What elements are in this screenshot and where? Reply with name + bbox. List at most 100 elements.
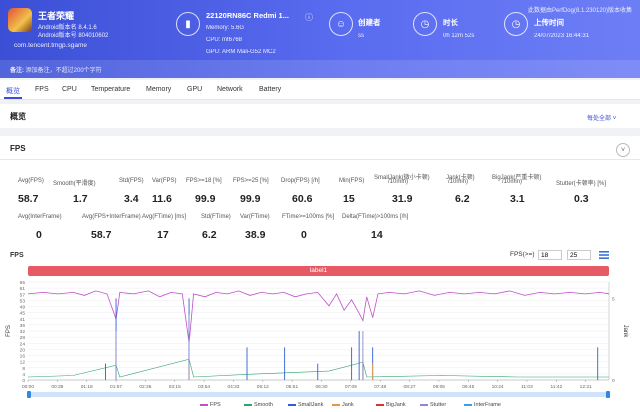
stat-label: Smooth(平滑度) [53,181,96,187]
tab-fps[interactable]: FPS [35,86,49,93]
x-tick-label: 04:33 [227,384,239,390]
legend-label: BigJank [386,402,406,408]
x-tick-label: 09:45 [462,384,474,390]
device-gpu: GPU: ARM Mali-G52 MC2 [206,49,276,55]
remark-label: 备注: [10,68,24,74]
y-tick-label: 53 [20,298,26,304]
upload-value: 24/07/2023 16:44:31 [534,33,590,39]
device-name: 22120RN86C Redmi 1... [206,11,289,20]
y2-tick-label: 5 [612,296,615,302]
y-tick-label: 4 [22,372,25,378]
fps-chart[interactable]: 0481216202428323641454953576165FPS05Jank… [0,276,640,391]
x-tick-label: 11:03 [521,384,533,390]
x-tick-label: 03:54 [198,384,210,390]
range-handle-left[interactable] [27,391,31,398]
x-tick-label: 02:36 [139,384,151,390]
label-bar[interactable]: label1 [28,266,609,276]
x-tick-label: 01:57 [110,384,122,390]
y-tick-label: 20 [20,347,26,353]
stat-value: 58.7 [18,193,39,205]
upload-title: 上传时间 [534,18,564,27]
stat-label: Std(FPS) [119,178,144,184]
x-tick-label: 00:39 [51,384,63,390]
legend-swatch [288,403,296,406]
tab-bar [0,80,640,100]
stat-label-unit: /10min) [502,179,523,185]
fps-panel-title: FPS [10,144,26,153]
tab-overview[interactable]: 概览 [6,88,20,95]
legend-label: Stutter [430,402,447,408]
remark-placeholder: 添加备注，不超过200个字符 [25,68,102,74]
legend-swatch [200,403,208,406]
duration-value: 0h 12m 52s [443,33,475,39]
remark[interactable]: 备注: 添加备注，不超过200个字符 [10,65,102,74]
stat-value: 6.2 [202,229,217,241]
x-tick-label: 06:30 [316,384,328,390]
y-tick-label: 16 [20,354,26,360]
stat-label: SmallJank(微小卡顿) [374,175,430,181]
stat-value: 99.9 [240,193,261,205]
fps-threshold-1-input[interactable] [538,250,562,260]
info-icon[interactable]: ⓘ [305,13,313,22]
creator-value: ss [358,33,364,39]
stat-label: Var(FPS) [152,178,177,184]
y-tick-label: 61 [20,286,26,292]
stat-value: 0.3 [574,193,589,205]
range-handle-right[interactable] [606,391,610,398]
y-tick-label: 45 [20,311,26,317]
android-version-code: Android版本号 804010602 [38,33,109,39]
release-note: 此数据由PerfDog(8.1.230120)版本收集 [527,8,632,14]
stat-value: 3.1 [510,193,525,205]
legend-item-stutter[interactable]: Stutter [420,402,446,408]
tab-temperature[interactable]: Temperature [91,86,131,93]
time-range-scrollbar[interactable] [28,392,609,397]
stat-value: 14 [371,229,383,241]
package-name: com.tencent.tmgp.sgame [14,42,87,49]
legend-label: Smooth [254,402,273,408]
fps-threshold-label: FPS(>=) [510,251,535,258]
legend-item-jank[interactable]: Jank [332,402,354,408]
chart-settings-icon[interactable] [599,251,609,259]
remark-bar[interactable] [0,60,640,78]
expand-all-button[interactable]: 每处全部 ˅ [587,113,616,122]
stat-value: 60.6 [292,193,313,205]
tab-battery[interactable]: Battery [259,86,282,93]
x-tick-label: 00:00 [22,384,34,390]
collapse-button[interactable]: ˅ [616,143,630,157]
legend-label: Jank [342,402,354,408]
duration-title: 时长 [443,18,458,27]
device-cpu: CPU: mt6768 [206,37,243,43]
phone-icon: ▮ [176,12,200,36]
x-tick-label: 10:24 [492,384,504,390]
legend-swatch [464,403,472,406]
legend-item-fps[interactable]: FPS [200,402,221,408]
stat-label-unit: /10min) [448,179,469,185]
stat-label: Std(FTime) [201,214,231,220]
divider [0,159,640,160]
tab-memory[interactable]: Memory [146,86,172,93]
stat-label: FTime>=100ms [%] [282,214,335,220]
stat-label: Avg(InterFrame) [18,214,62,220]
tab-gpu[interactable]: GPU [187,86,203,93]
stat-label: Avg(FPS) [18,178,44,184]
legend-item-smooth[interactable]: Smooth [244,402,273,408]
y2-tick-label: 0 [612,378,615,384]
y-tick-label: 36 [20,323,26,329]
x-tick-label: 12:21 [580,384,592,390]
overview-panel [0,104,640,128]
legend-item-bigjank[interactable]: BigJank [376,402,406,408]
stat-value: 11.6 [152,193,172,205]
tab-cpu[interactable]: CPU [62,86,77,93]
stat-label: Jank(卡顿) [446,175,475,181]
legend-label: FPS [210,402,221,408]
stat-label: FPS>=18 [%] [186,178,222,184]
stat-label: Min(FPS) [339,178,365,184]
fps-threshold-2-input[interactable] [567,250,591,260]
stat-value: 1.7 [73,193,88,205]
legend-item-interframe[interactable]: InterFrame [464,402,501,408]
legend-item-smalljank[interactable]: SmallJank [288,402,323,408]
tab-network[interactable]: Network [217,86,243,93]
stat-label: BigJank(严重卡顿) [492,175,542,181]
chevron-down-icon: ˅ [612,116,617,122]
stat-value: 3.4 [124,193,139,205]
